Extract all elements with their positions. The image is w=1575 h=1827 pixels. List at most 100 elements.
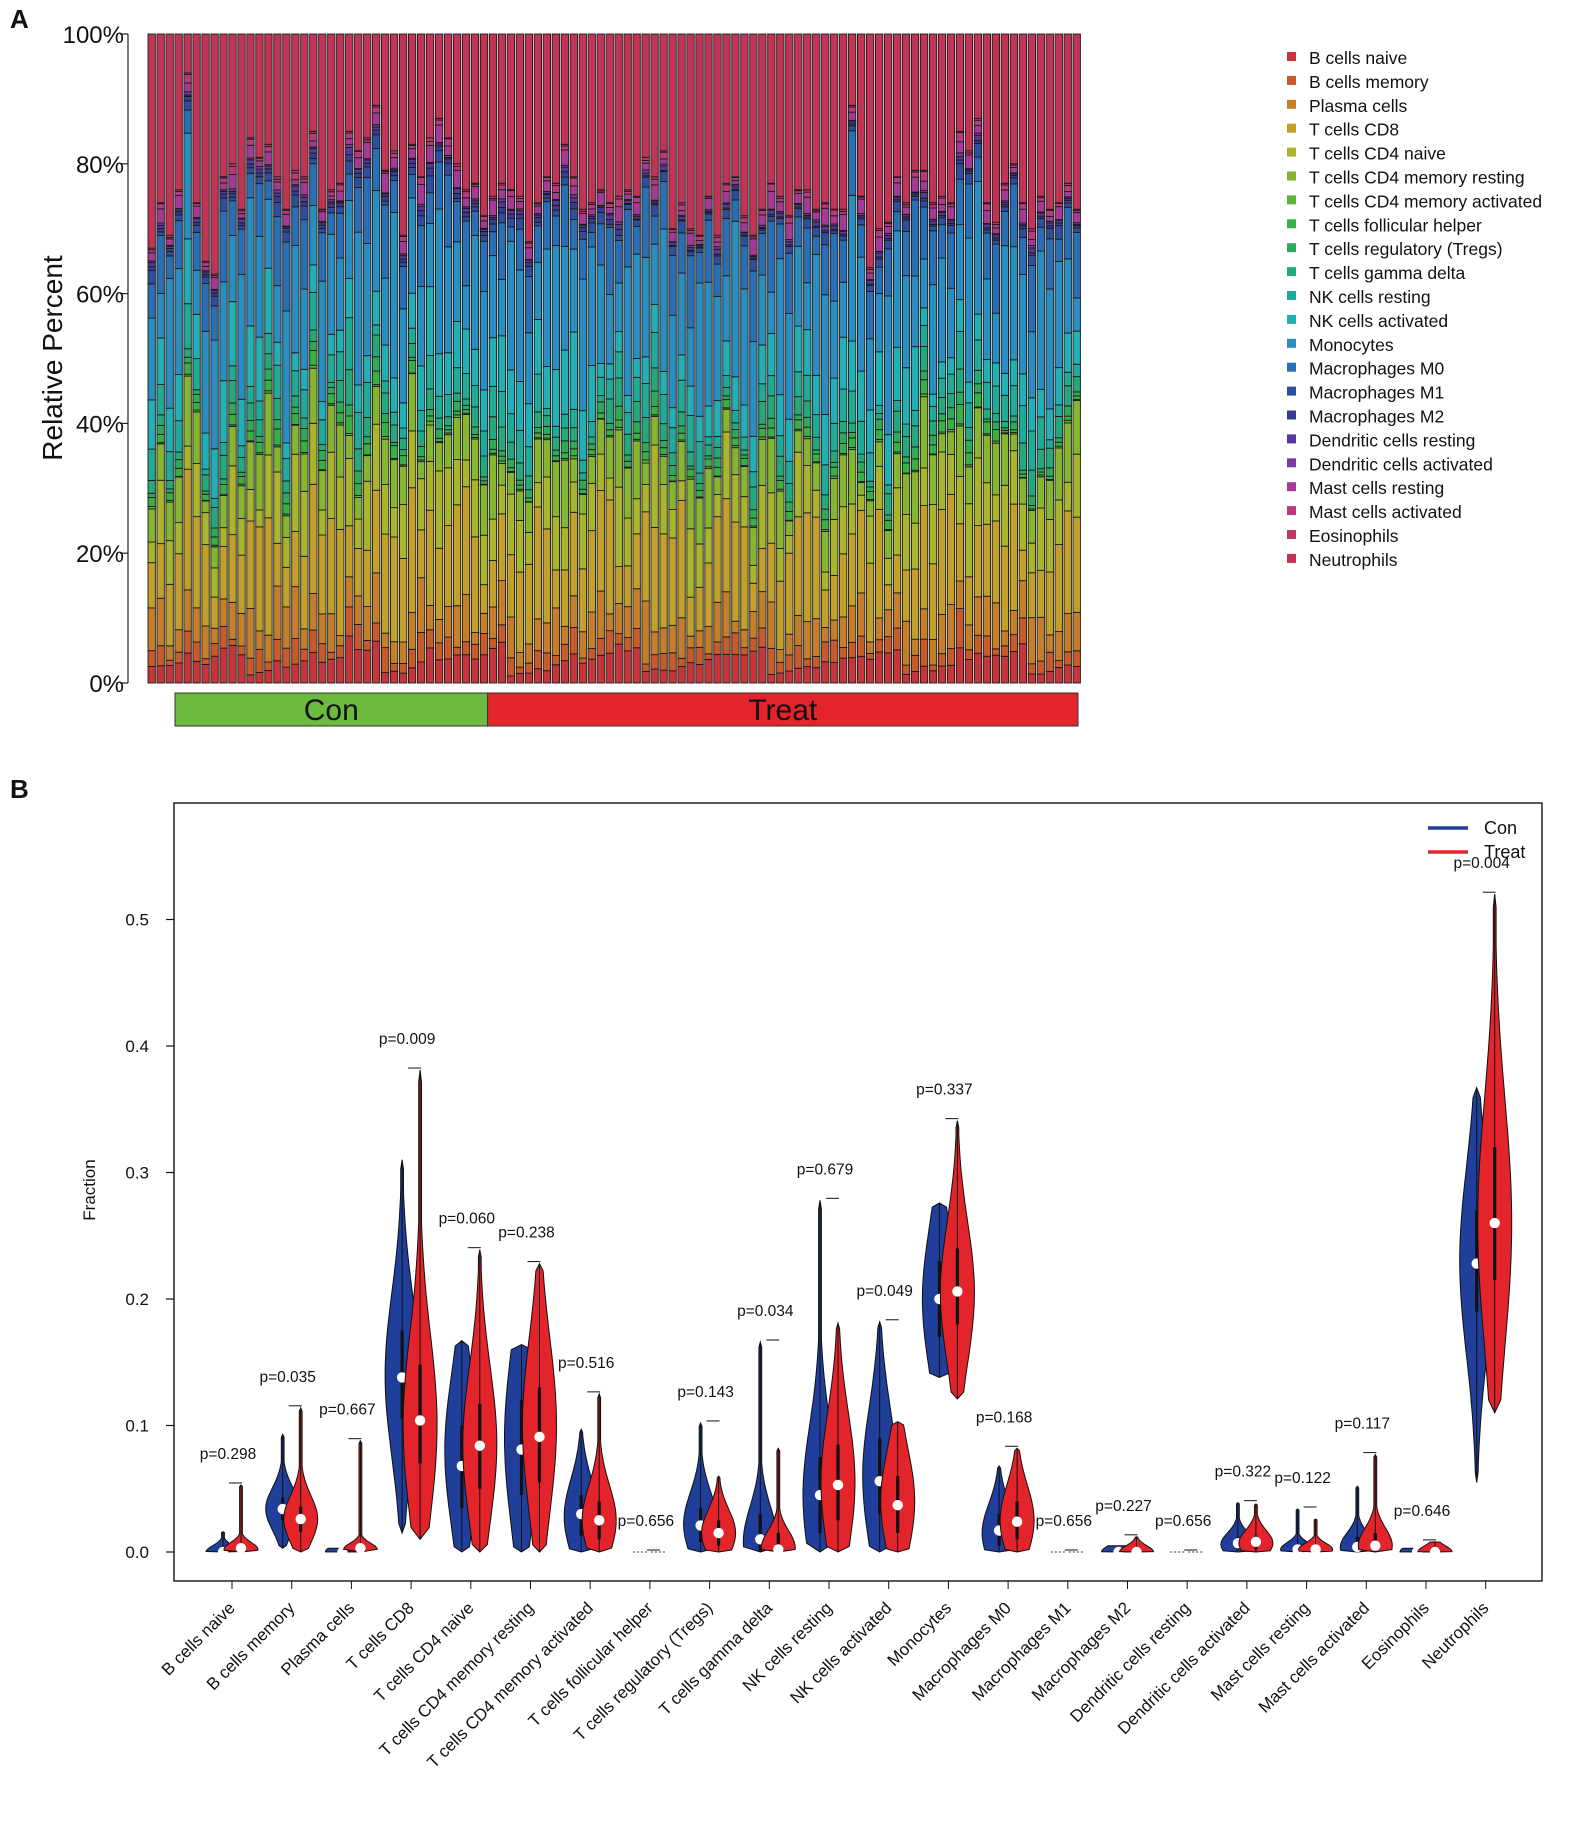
- bar-segment: [310, 164, 317, 206]
- bar-segment: [301, 428, 308, 440]
- bar-segment: [283, 504, 290, 514]
- bar-segment: [552, 192, 559, 199]
- bar-segment: [992, 495, 999, 521]
- legend-swatch: [1287, 52, 1296, 61]
- bar-segment: [301, 454, 308, 491]
- bar-segment: [301, 441, 308, 453]
- bar-segment: [274, 429, 281, 445]
- bar-segment: [893, 454, 900, 488]
- bar-segment: [390, 153, 397, 157]
- bar-segment: [884, 610, 891, 637]
- bar-segment: [660, 159, 667, 164]
- bar-segment: [426, 193, 433, 224]
- bar-segment: [831, 640, 838, 662]
- bar-segment: [408, 488, 415, 613]
- bar-segment: [741, 497, 748, 527]
- p-value-label: p=0.034: [737, 1303, 794, 1320]
- bar-segment: [390, 537, 397, 642]
- legend-swatch: [1287, 195, 1296, 204]
- bar-segment: [813, 619, 820, 657]
- bar-segment: [579, 232, 586, 240]
- bar-segment: [651, 185, 658, 200]
- bar-segment: [525, 564, 532, 644]
- bar-segment: [184, 34, 191, 73]
- bar-segment: [1037, 198, 1044, 202]
- bar-segment: [732, 654, 739, 683]
- bar-segment: [301, 197, 308, 202]
- bar-segment: [390, 34, 397, 151]
- bar-segment: [480, 231, 487, 235]
- bar-segment: [229, 235, 236, 301]
- bar-segment: [1037, 417, 1044, 449]
- bar-segment: [759, 428, 766, 437]
- sample-bar: [938, 34, 945, 683]
- bar-segment: [166, 452, 173, 481]
- bar-segment: [759, 210, 766, 215]
- bar-segment: [283, 516, 290, 538]
- bar-segment: [256, 454, 263, 510]
- bar-segment: [1019, 209, 1026, 223]
- bar-segment: [732, 522, 739, 621]
- median-dot: [1012, 1516, 1022, 1526]
- bar-segment: [642, 601, 649, 664]
- bar-segment: [444, 394, 451, 416]
- bar-segment: [498, 451, 505, 456]
- bar-segment: [319, 225, 326, 228]
- bar-segment: [337, 352, 344, 381]
- panel-b-label: B: [10, 774, 29, 804]
- bar-segment: [1010, 422, 1017, 430]
- bar-segment: [1046, 409, 1053, 440]
- bar-segment: [211, 498, 218, 507]
- bar-segment: [552, 370, 559, 427]
- bar-segment: [579, 480, 586, 489]
- bar-segment: [435, 643, 442, 660]
- bar-segment: [1010, 360, 1017, 386]
- bar-segment: [714, 642, 721, 654]
- bar-segment: [974, 458, 981, 526]
- sample-bar: [417, 34, 424, 683]
- bar-segment: [498, 190, 505, 199]
- bar-segment: [319, 228, 326, 232]
- bar-segment: [813, 375, 820, 414]
- p-value-label: p=0.656: [1036, 1513, 1092, 1530]
- bar-segment: [283, 228, 290, 232]
- bar-segment: [310, 652, 317, 683]
- sample-bar: [965, 34, 972, 683]
- bar-segment: [1055, 207, 1062, 220]
- bar-segment: [893, 231, 900, 347]
- bar-segment: [346, 139, 353, 145]
- bar-segment: [723, 499, 730, 592]
- bar-segment: [516, 381, 523, 430]
- bar-segment: [373, 107, 380, 113]
- bar-segment: [489, 449, 496, 453]
- bar-segment: [705, 282, 712, 406]
- bar-segment: [399, 673, 406, 683]
- bar-segment: [1046, 239, 1053, 289]
- bar-segment: [552, 517, 559, 570]
- bar-segment: [435, 471, 442, 548]
- bar-segment: [310, 368, 317, 423]
- bar-segment: [193, 232, 200, 270]
- bar-segment: [382, 485, 389, 535]
- bar-segment: [884, 520, 891, 529]
- bar-segment: [453, 368, 460, 394]
- bar-segment: [1019, 34, 1026, 203]
- bar-segment: [552, 570, 559, 608]
- bar-segment: [1028, 239, 1035, 245]
- legend-label: Dendritic cells resting: [1309, 430, 1475, 450]
- bar-segment: [992, 244, 999, 313]
- sample-bar: [516, 34, 523, 683]
- bar-segment: [256, 420, 263, 437]
- bar-segment: [938, 509, 945, 614]
- median-dot: [355, 1543, 365, 1553]
- bar-segment: [453, 322, 460, 368]
- bar-segment: [606, 203, 613, 207]
- bar-segment: [373, 148, 380, 190]
- bar-segment: [992, 240, 999, 244]
- bar-segment: [624, 607, 631, 638]
- bar-segment: [849, 504, 856, 534]
- sample-bar: [265, 34, 272, 683]
- bar-segment: [1019, 618, 1026, 644]
- bar-segment: [768, 675, 775, 683]
- bar-segment: [328, 452, 335, 518]
